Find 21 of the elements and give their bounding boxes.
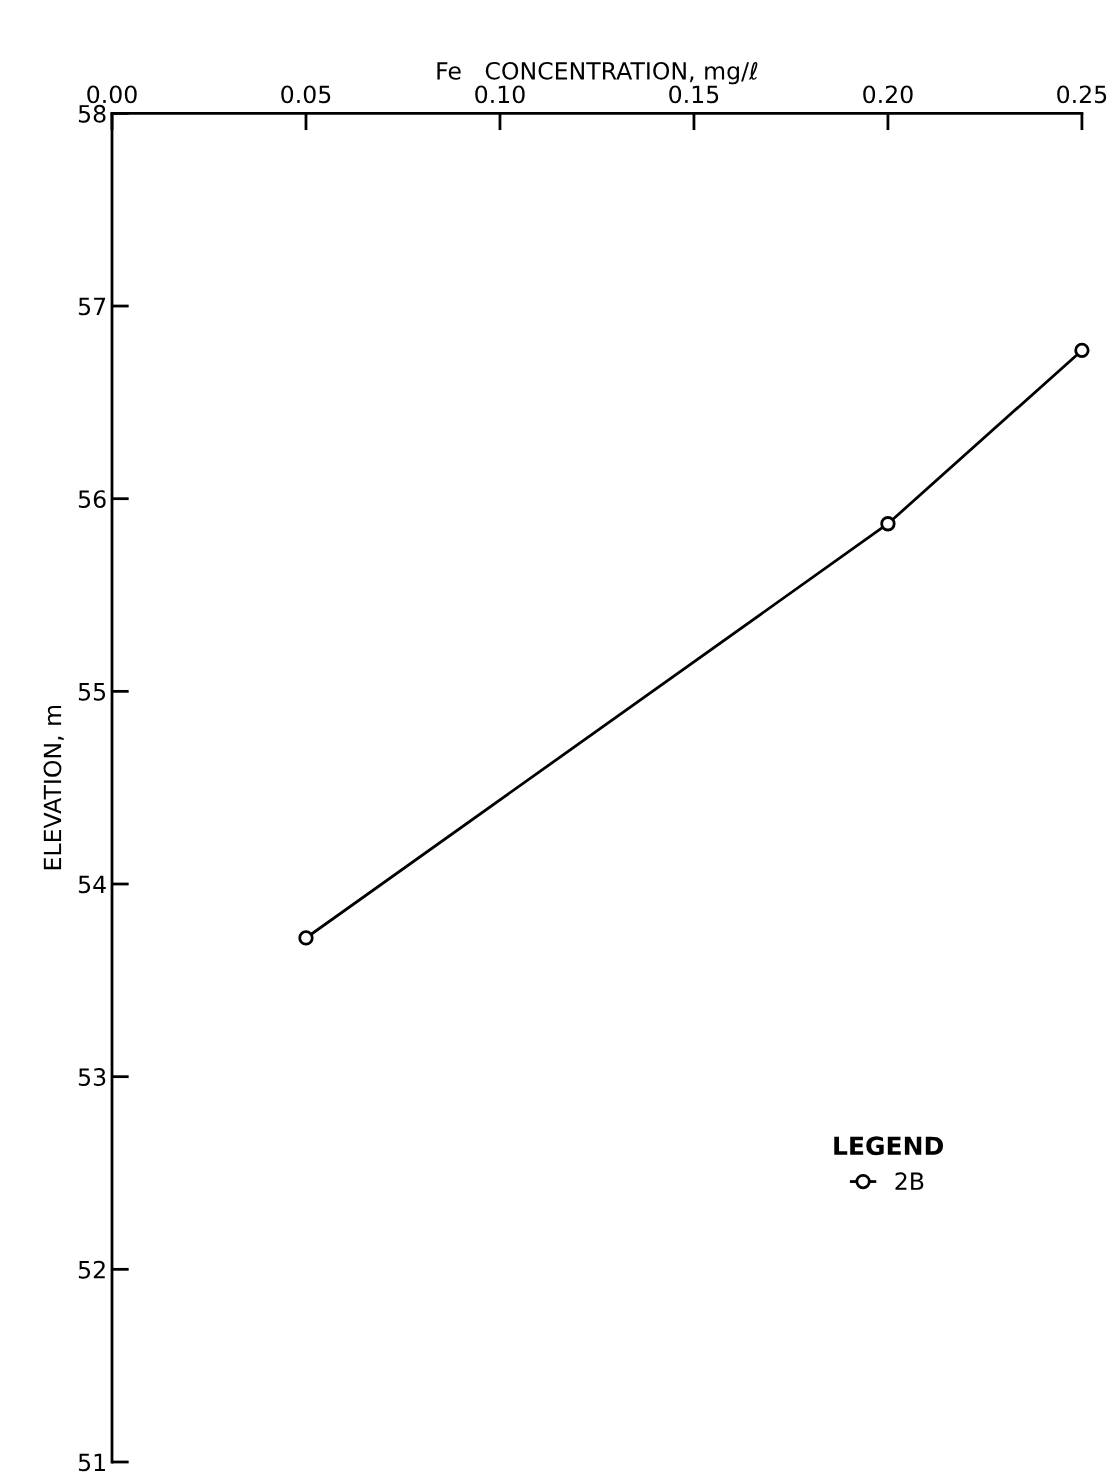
y-tick-label: 51 <box>78 1453 105 1472</box>
x-tick-label: 0.20 <box>863 85 913 104</box>
point <box>880 516 896 532</box>
x-tick-label: 0.10 <box>475 85 525 104</box>
y-tick-label: 57 <box>78 297 106 316</box>
y-axis-title: ELEVATION, m <box>43 705 64 870</box>
x-tick-label: 0.15 <box>669 85 719 104</box>
y-tick-label: 58 <box>78 104 106 123</box>
y-tick-label: 53 <box>78 1068 106 1086</box>
point <box>1074 342 1090 358</box>
y-tick-label: 54 <box>78 875 106 894</box>
x-axis-title: Fe CONCENTRATION, mg/ℓ <box>437 61 758 85</box>
legend-title: LEGEND <box>834 1136 943 1156</box>
y-tick-label: 56 <box>78 490 106 508</box>
x-tick-label: 0.00 <box>87 85 137 104</box>
y-tick-label: 52 <box>78 1260 105 1279</box>
point <box>298 930 314 946</box>
legend-label: 2B <box>895 1172 924 1190</box>
y-tick-label: 55 <box>78 683 106 701</box>
x-tick-label: 0.05 <box>281 85 331 104</box>
x-tick-label: 0.25 <box>1057 85 1107 104</box>
